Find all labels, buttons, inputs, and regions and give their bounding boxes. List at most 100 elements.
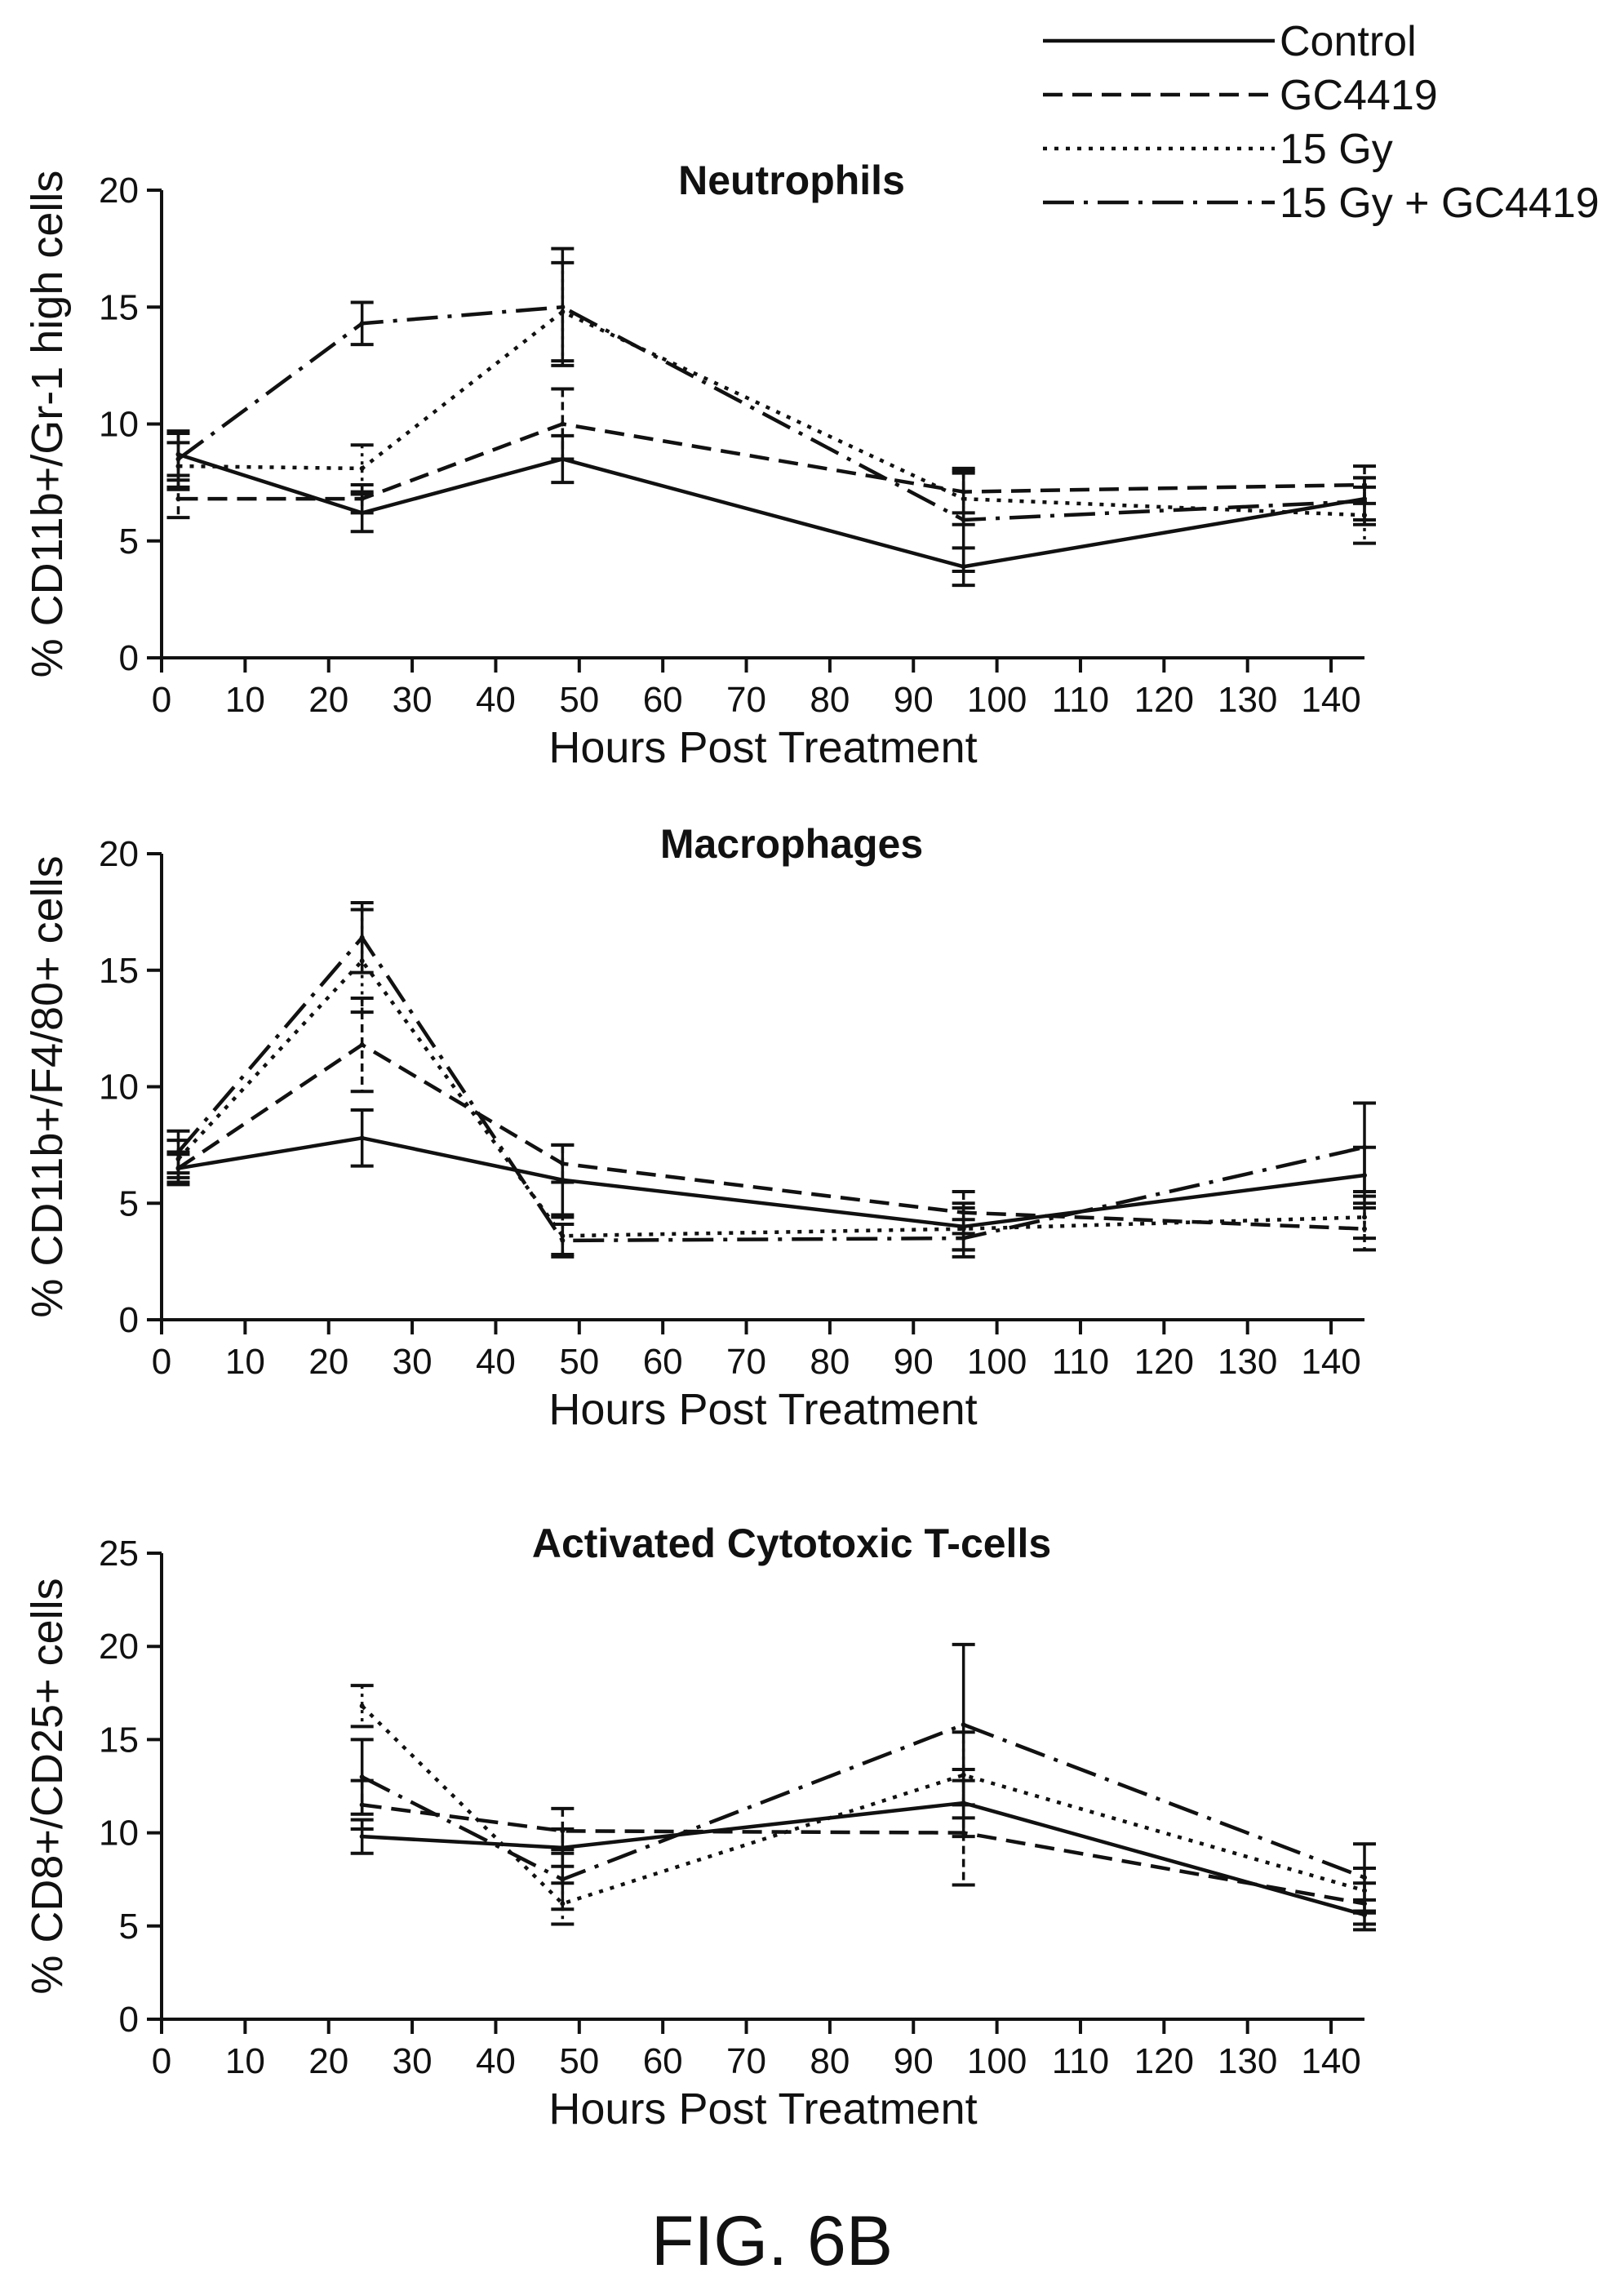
x-tick-label: 50 <box>559 2041 599 2081</box>
x-tick-label: 10 <box>225 2041 265 2081</box>
y-tick-label: 5 <box>119 1183 139 1223</box>
x-tick-label: 50 <box>559 1342 599 1382</box>
series-line-gc4419 <box>362 1803 1365 1906</box>
y-tick-label: 0 <box>119 2000 139 2040</box>
x-tick-label: 80 <box>810 1342 850 1382</box>
data-point <box>175 496 181 502</box>
legend-item-gc4419: GC4419 <box>1043 72 1438 119</box>
data-point <box>1362 1875 1367 1880</box>
data-point <box>560 304 566 310</box>
y-tick-label: 25 <box>99 1534 139 1574</box>
x-tick-label: 130 <box>1218 680 1277 720</box>
x-tick-label: 40 <box>476 1342 516 1382</box>
series-15-gy-gc4419 <box>350 1642 1376 1913</box>
data-point <box>961 1236 966 1241</box>
y-tick-label: 10 <box>99 405 139 445</box>
data-point <box>175 1149 181 1155</box>
x-tick-label: 140 <box>1301 1342 1360 1382</box>
x-tick-label: 20 <box>308 680 348 720</box>
x-tick-label: 30 <box>393 680 433 720</box>
legend-label: 15 Gy + GC4419 <box>1280 180 1600 227</box>
y-axis-title: % CD8+/CD25+ cells <box>23 1578 72 1994</box>
data-point <box>560 421 566 427</box>
x-tick-label: 40 <box>476 680 516 720</box>
x-tick-label: 80 <box>810 2041 850 2081</box>
x-tick-label: 30 <box>393 1342 433 1382</box>
series-15-gy <box>350 1684 1376 1926</box>
x-tick-label: 60 <box>643 1342 683 1382</box>
y-tick-label: 20 <box>99 1627 139 1667</box>
y-tick-label: 15 <box>99 287 139 327</box>
x-tick-label: 120 <box>1134 680 1194 720</box>
x-tick-label: 90 <box>894 680 934 720</box>
x-tick-label: 60 <box>643 680 683 720</box>
series-gc4419 <box>350 1778 1376 1926</box>
series-line-control <box>178 1136 1365 1229</box>
x-tick-label: 130 <box>1218 2041 1277 2081</box>
data-point <box>359 465 365 471</box>
y-tick-label: 5 <box>119 1907 139 1947</box>
x-tick-label: 10 <box>225 680 265 720</box>
y-axis-title: % CD11b+/Gr-1 high cells <box>23 171 72 678</box>
x-tick-label: 20 <box>308 1342 348 1382</box>
x-tick-label: 100 <box>967 1342 1027 1382</box>
x-tick-label: 80 <box>810 680 850 720</box>
x-tick-label: 90 <box>894 1342 934 1382</box>
legend-label: GC4419 <box>1280 72 1438 119</box>
x-tick-label: 120 <box>1134 1342 1194 1382</box>
data-point <box>560 1161 566 1166</box>
series-line-gc4419 <box>178 422 1365 501</box>
data-point <box>961 1722 966 1728</box>
series-control <box>166 1108 1376 1252</box>
x-tick-label: 40 <box>476 2041 516 2081</box>
cytotoxic-t-cells-chart: 0 5 10 15 20 25 0 10 20 30 40 50 60 70 80 90 100 110 120 13… <box>23 1521 1376 2133</box>
x-axis-title: Hours Post Treatment <box>548 2085 977 2133</box>
x-tick-label: 110 <box>1052 2041 1109 2081</box>
series-15-gy <box>166 260 1376 545</box>
x-tick-label: 50 <box>559 680 599 720</box>
data-point <box>961 1830 966 1836</box>
x-tick-label: 100 <box>967 2041 1027 2081</box>
x-tick-label: 10 <box>225 1342 265 1382</box>
data-point <box>560 1237 566 1243</box>
data-point <box>560 1876 566 1882</box>
series-line-control <box>362 1800 1365 1917</box>
chart-title: Macrophages <box>660 821 923 867</box>
y-axis-title: % CD11b+/F4/80+ cells <box>23 855 72 1317</box>
y-tick-label: 10 <box>99 1068 139 1108</box>
x-axis-title: Hours Post Treatment <box>548 723 977 772</box>
neutrophils-chart: 0 5 10 15 20 0 10 20 30 40 50 60 70 80 90 100 110 120 130 1… <box>23 158 1376 772</box>
x-tick-label: 20 <box>308 2041 348 2081</box>
data-point <box>1362 1144 1367 1150</box>
legend-item-control: Control <box>1043 18 1417 65</box>
data-point <box>359 1834 365 1840</box>
y-tick-label: 0 <box>119 638 139 678</box>
x-tick-label: 120 <box>1134 2041 1194 2081</box>
legend-label: 15 Gy <box>1280 126 1393 173</box>
x-tick-label: 0 <box>152 1342 171 1382</box>
x-tick-label: 140 <box>1301 2041 1360 2081</box>
x-tick-label: 0 <box>152 680 171 720</box>
series-line-15-gy <box>176 959 1365 1238</box>
x-tick-label: 90 <box>894 2041 934 2081</box>
data-point <box>359 1703 365 1709</box>
x-tick-label: 110 <box>1052 680 1109 720</box>
series-line-15-gy-gc4419 <box>361 1722 1365 1881</box>
y-tick-label: 20 <box>99 171 139 211</box>
data-point <box>359 1042 365 1048</box>
data-point <box>359 935 365 940</box>
series-line-15-gy-gc4419 <box>177 305 1365 522</box>
series-line-gc4419 <box>177 1042 1365 1231</box>
chart-title: Neutrophils <box>678 158 905 203</box>
data-point <box>961 1210 966 1215</box>
x-tick-label: 100 <box>967 680 1027 720</box>
data-point <box>359 1135 365 1141</box>
data-point <box>359 321 365 326</box>
x-tick-label: 70 <box>726 2041 766 2081</box>
series-gc4419 <box>166 387 1376 520</box>
legend-label: Control <box>1280 18 1417 65</box>
x-tick-label: 60 <box>643 2041 683 2081</box>
y-tick-label: 15 <box>99 1720 139 1760</box>
y-tick-label: 0 <box>119 1300 139 1340</box>
